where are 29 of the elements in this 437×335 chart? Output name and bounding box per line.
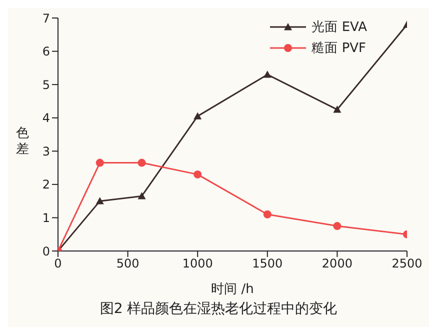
y-tick-label: 5 bbox=[42, 78, 50, 92]
y-tick-label: 4 bbox=[42, 111, 50, 126]
point bbox=[194, 112, 202, 120]
y-tick-label: 6 bbox=[42, 44, 50, 59]
x-tick-label: 0 bbox=[54, 256, 62, 271]
y-tick-label: 1 bbox=[42, 210, 50, 225]
x-axis-title: 时间 /h bbox=[211, 282, 254, 297]
legend-label: 光面 EVA bbox=[312, 19, 367, 36]
y-tick-label: 0 bbox=[42, 244, 50, 258]
point bbox=[263, 210, 272, 218]
y-tick-label: 2 bbox=[42, 178, 50, 192]
text: 图2 样品颜色在湿热老化过程中的变化 bbox=[98, 300, 338, 318]
x-tick-label: 2000 bbox=[322, 256, 352, 271]
y-tick-label: 3 bbox=[42, 144, 50, 158]
x-tick-label: 1000 bbox=[182, 256, 213, 271]
point bbox=[194, 170, 202, 178]
point bbox=[96, 158, 104, 167]
point bbox=[333, 106, 342, 113]
x-tick-label: 2500 bbox=[392, 256, 422, 271]
y-tick-label: 7 bbox=[42, 11, 50, 26]
point bbox=[96, 197, 104, 204]
x-tick-label: 500 bbox=[116, 256, 140, 271]
point bbox=[138, 192, 146, 200]
point bbox=[333, 222, 342, 230]
point bbox=[138, 158, 146, 167]
point bbox=[263, 70, 272, 78]
x-tick-label: 1500 bbox=[252, 256, 283, 271]
y-axis-title: 色差 bbox=[16, 126, 30, 158]
legend-label: 糙面 PVF bbox=[312, 40, 366, 57]
